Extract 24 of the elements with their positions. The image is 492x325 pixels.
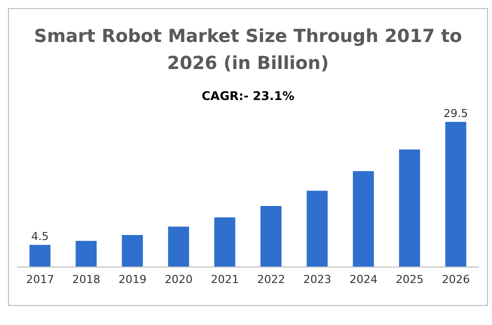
chart-title: Smart Robot Market Size Through 2017 to 2026 (in Billion)	[32, 25, 463, 76]
x-tick-label: 2025	[396, 272, 424, 286]
chart-subtitle: CAGR:- 23.1%	[200, 89, 296, 103]
bar	[214, 217, 236, 267]
x-tick-label: 2021	[210, 272, 239, 286]
data-label: 4.5	[31, 230, 49, 243]
bar	[29, 244, 50, 267]
x-tick-label: 2022	[257, 272, 286, 286]
x-tick-label: 2018	[72, 272, 100, 286]
bar	[76, 240, 97, 267]
x-tick-label: 2019	[118, 272, 146, 286]
bar	[260, 206, 282, 267]
bar	[306, 190, 328, 267]
x-tick-label: 2017	[26, 272, 54, 286]
data-label: 29.5	[444, 106, 468, 120]
bar	[352, 171, 374, 267]
x-tick-label: 2023	[303, 272, 332, 286]
x-tick-label: 2026	[442, 272, 470, 286]
bar	[168, 226, 190, 267]
bar	[122, 235, 143, 267]
x-tick-label: 2020	[164, 272, 193, 286]
bar	[445, 122, 466, 267]
x-tick-label: 2024	[350, 272, 378, 286]
bar	[399, 149, 420, 267]
